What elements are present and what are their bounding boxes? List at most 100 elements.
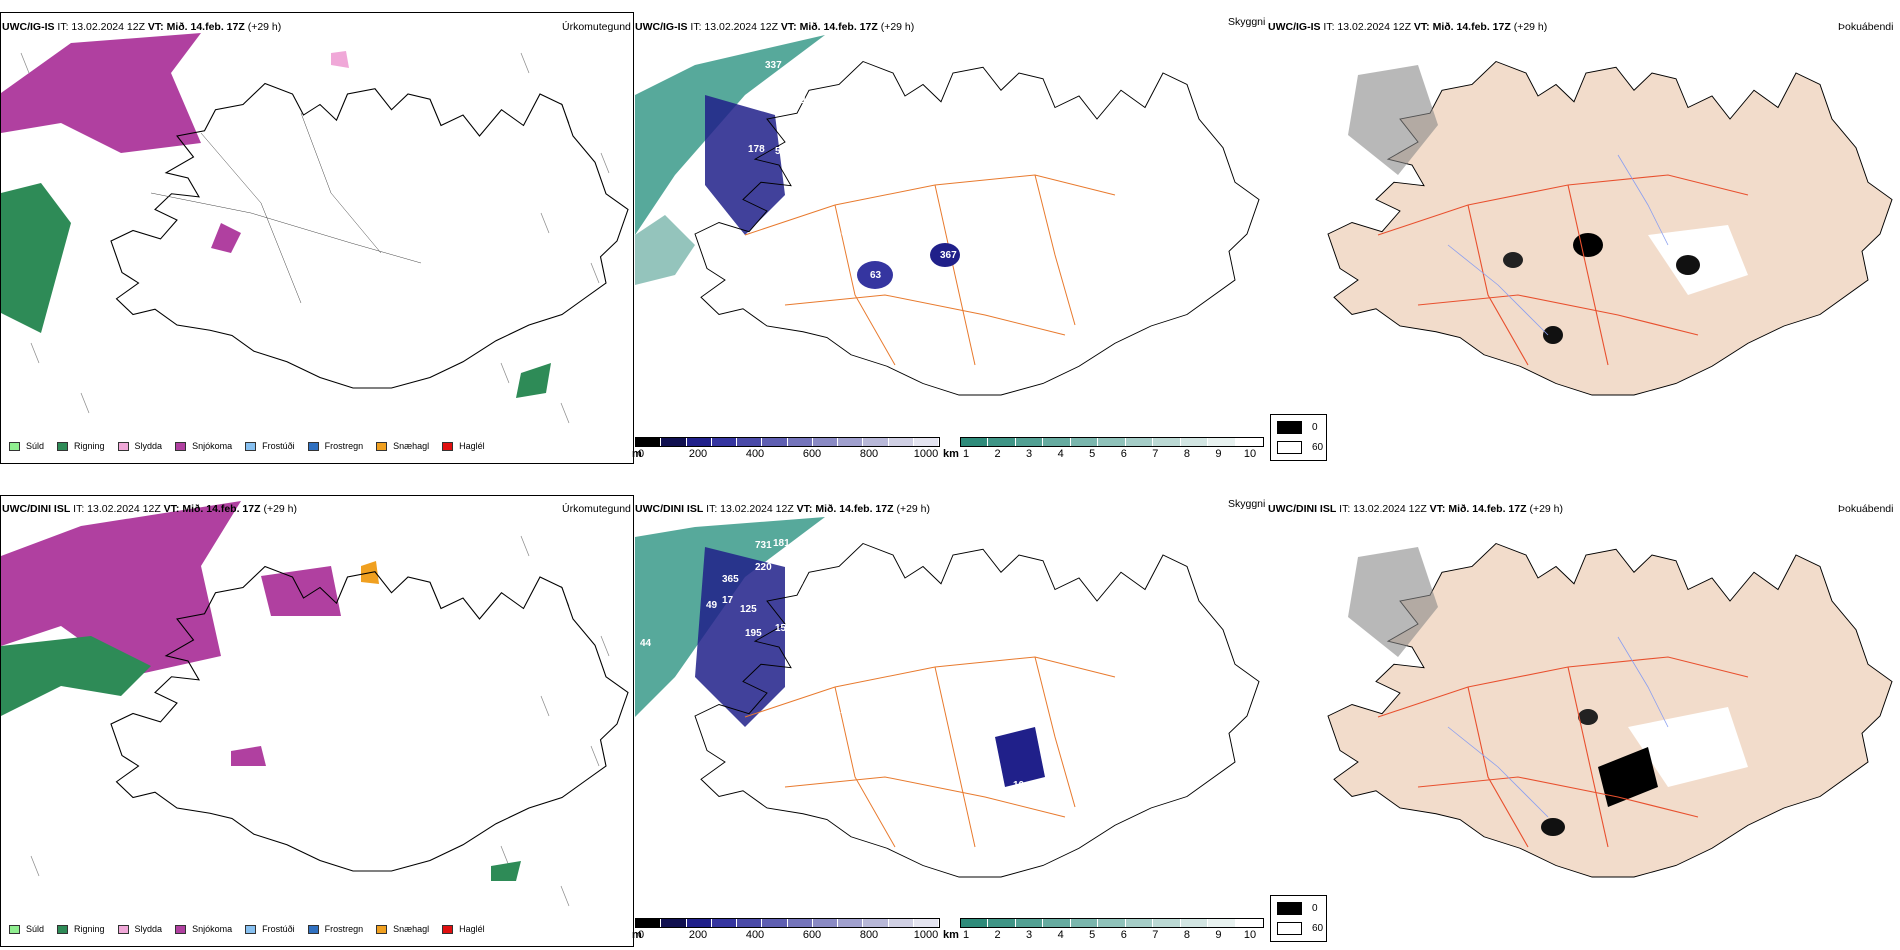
legend-item: Snjókoma: [175, 924, 232, 934]
visibility-unit: km: [943, 448, 959, 460]
cloudbase-unit: m: [632, 448, 642, 460]
fog-map-1: [1327, 60, 1893, 396]
scale-tick-label: 400: [745, 448, 765, 460]
legend-item: Frostregn: [307, 924, 363, 934]
scale-tick-label: 4: [1057, 929, 1064, 941]
scale-tick-label: 8: [1183, 448, 1190, 460]
scale-cell: [762, 919, 788, 927]
scale-cell: [838, 919, 864, 927]
scale-cell: [888, 438, 914, 446]
legend-item: Slydda: [117, 924, 162, 934]
precip-legend: Súld Rigning Slydda Snjókoma Frostúði Fr…: [9, 924, 498, 934]
scale-cell: [737, 919, 763, 927]
visibility-unit: km: [943, 929, 959, 941]
scale-cell: [961, 438, 989, 446]
legend-item: Súld: [9, 924, 44, 934]
panel-header: UWC/IG-IS IT: 13.02.2024 12Z VT: Mið. 14…: [1268, 21, 1548, 33]
scale-tick-label: 0: [637, 448, 645, 460]
scale-cell: [1235, 438, 1263, 446]
scale-tick-label: 7: [1152, 448, 1159, 460]
legend-item: Rigning: [57, 924, 105, 934]
legend-item: Haglél: [442, 924, 485, 934]
scale-cell: [988, 438, 1016, 446]
fog-map-2: [1327, 542, 1893, 878]
precip-type-map-frame-1: Súld Rigning Slydda Snjókoma Frostúði Fr…: [0, 12, 634, 464]
scale-cell: [661, 438, 687, 446]
legend-item: Rigning: [57, 441, 105, 451]
scale-cell: [787, 438, 813, 446]
scale-cell: [1208, 438, 1236, 446]
visibility-map-2: [635, 517, 1260, 878]
scale-tick-label: 3: [1026, 929, 1033, 941]
legend-item: Súld: [9, 441, 44, 451]
scale-tick-label: 0: [637, 929, 645, 941]
panel-title: Skyggni: [1228, 498, 1266, 510]
scale-cell: [1208, 919, 1236, 927]
scale-tick-label: 800: [859, 929, 879, 941]
scale-cell: [1015, 438, 1044, 446]
scale-cell: [636, 438, 662, 446]
precip-legend: Súld Rigning Slydda Snjókoma Frostúði Fr…: [9, 441, 498, 451]
legend-item: Haglél: [442, 441, 485, 451]
scale-cell: [686, 919, 712, 927]
panel-header: UWC/DINI ISL IT: 13.02.2024 12Z VT: Mið.…: [2, 503, 298, 515]
scale-cell: [711, 438, 737, 446]
visibility-scale: 1 2 3 4 5 6 7 8 9 10: [960, 437, 1264, 461]
panel-title: Skyggni: [1228, 16, 1266, 28]
scale-tick-label: 200: [688, 929, 708, 941]
scale-cell: [1098, 919, 1126, 927]
legend-item: Snæhagl: [376, 441, 429, 451]
scale-tick-label: 400: [745, 929, 765, 941]
scale-cell: [1125, 438, 1154, 446]
legend-item: Slydda: [117, 441, 162, 451]
scale-tick-label: 7: [1152, 929, 1159, 941]
scale-cell: [1070, 438, 1099, 446]
scale-tick-label: 10: [1243, 929, 1257, 941]
cloudbase-scale: 0 200 400 600 800 1000: [635, 437, 940, 461]
scale-tick-label: 1: [962, 448, 970, 460]
scale-cell: [863, 919, 889, 927]
scale-cell: [812, 919, 838, 927]
scale-cell: [1125, 919, 1154, 927]
legend-item: Frostúði: [245, 441, 295, 451]
scale-cell: [1153, 919, 1181, 927]
precip-type-map-2: [1, 501, 629, 907]
scale-cell: [888, 919, 914, 927]
scale-tick-label: 9: [1215, 929, 1222, 941]
rain-area: [1, 183, 71, 333]
legend-item: Snæhagl: [376, 924, 429, 934]
scale-tick-label: 200: [688, 448, 708, 460]
scale-cell: [812, 438, 838, 446]
scale-tick-label: 6: [1120, 448, 1127, 460]
scale-cell: [913, 919, 939, 927]
fog-legend: 0 60: [1270, 414, 1327, 461]
scale-tick-label: 1000: [913, 929, 939, 941]
scale-tick-label: 5: [1089, 929, 1096, 941]
scale-cell: [1043, 919, 1071, 927]
fog-legend: 0 60: [1270, 895, 1327, 942]
panel-title: Þokuábendi: [1838, 21, 1894, 33]
scale-tick-label: 1: [962, 929, 970, 941]
scale-tick-label: 800: [859, 448, 879, 460]
scale-tick-label: 9: [1215, 448, 1222, 460]
precip-type-map-frame-2: Súld Rigning Slydda Snjókoma Frostúði Fr…: [0, 495, 634, 947]
panel-header: UWC/IG-IS IT: 13.02.2024 12Z VT: Mið. 14…: [635, 21, 915, 33]
scale-cell: [686, 438, 712, 446]
cloudbase-unit: m: [632, 929, 642, 941]
scale-tick-label: 2: [994, 448, 1001, 460]
visibility-map-1: [635, 35, 1260, 396]
legend-item: Frostregn: [307, 441, 363, 451]
visibility-scale: 1 2 3 4 5 6 7 8 9 10: [960, 918, 1264, 942]
panel-header: UWC/DINI ISL IT: 13.02.2024 12Z VT: Mið.…: [635, 503, 931, 515]
scale-cell: [787, 919, 813, 927]
panel-title: Úrkomutegund: [562, 503, 631, 515]
scale-cell: [1098, 438, 1126, 446]
scale-cell: [1015, 919, 1044, 927]
scale-cell: [1180, 919, 1209, 927]
scale-cell: [1180, 438, 1209, 446]
panel-header: UWC/IG-IS IT: 13.02.2024 12Z VT: Mið. 14…: [2, 21, 282, 33]
scale-tick-label: 6: [1120, 929, 1127, 941]
scale-cell: [737, 438, 763, 446]
precip-type-map-1: [1, 33, 629, 424]
scale-cell: [762, 438, 788, 446]
